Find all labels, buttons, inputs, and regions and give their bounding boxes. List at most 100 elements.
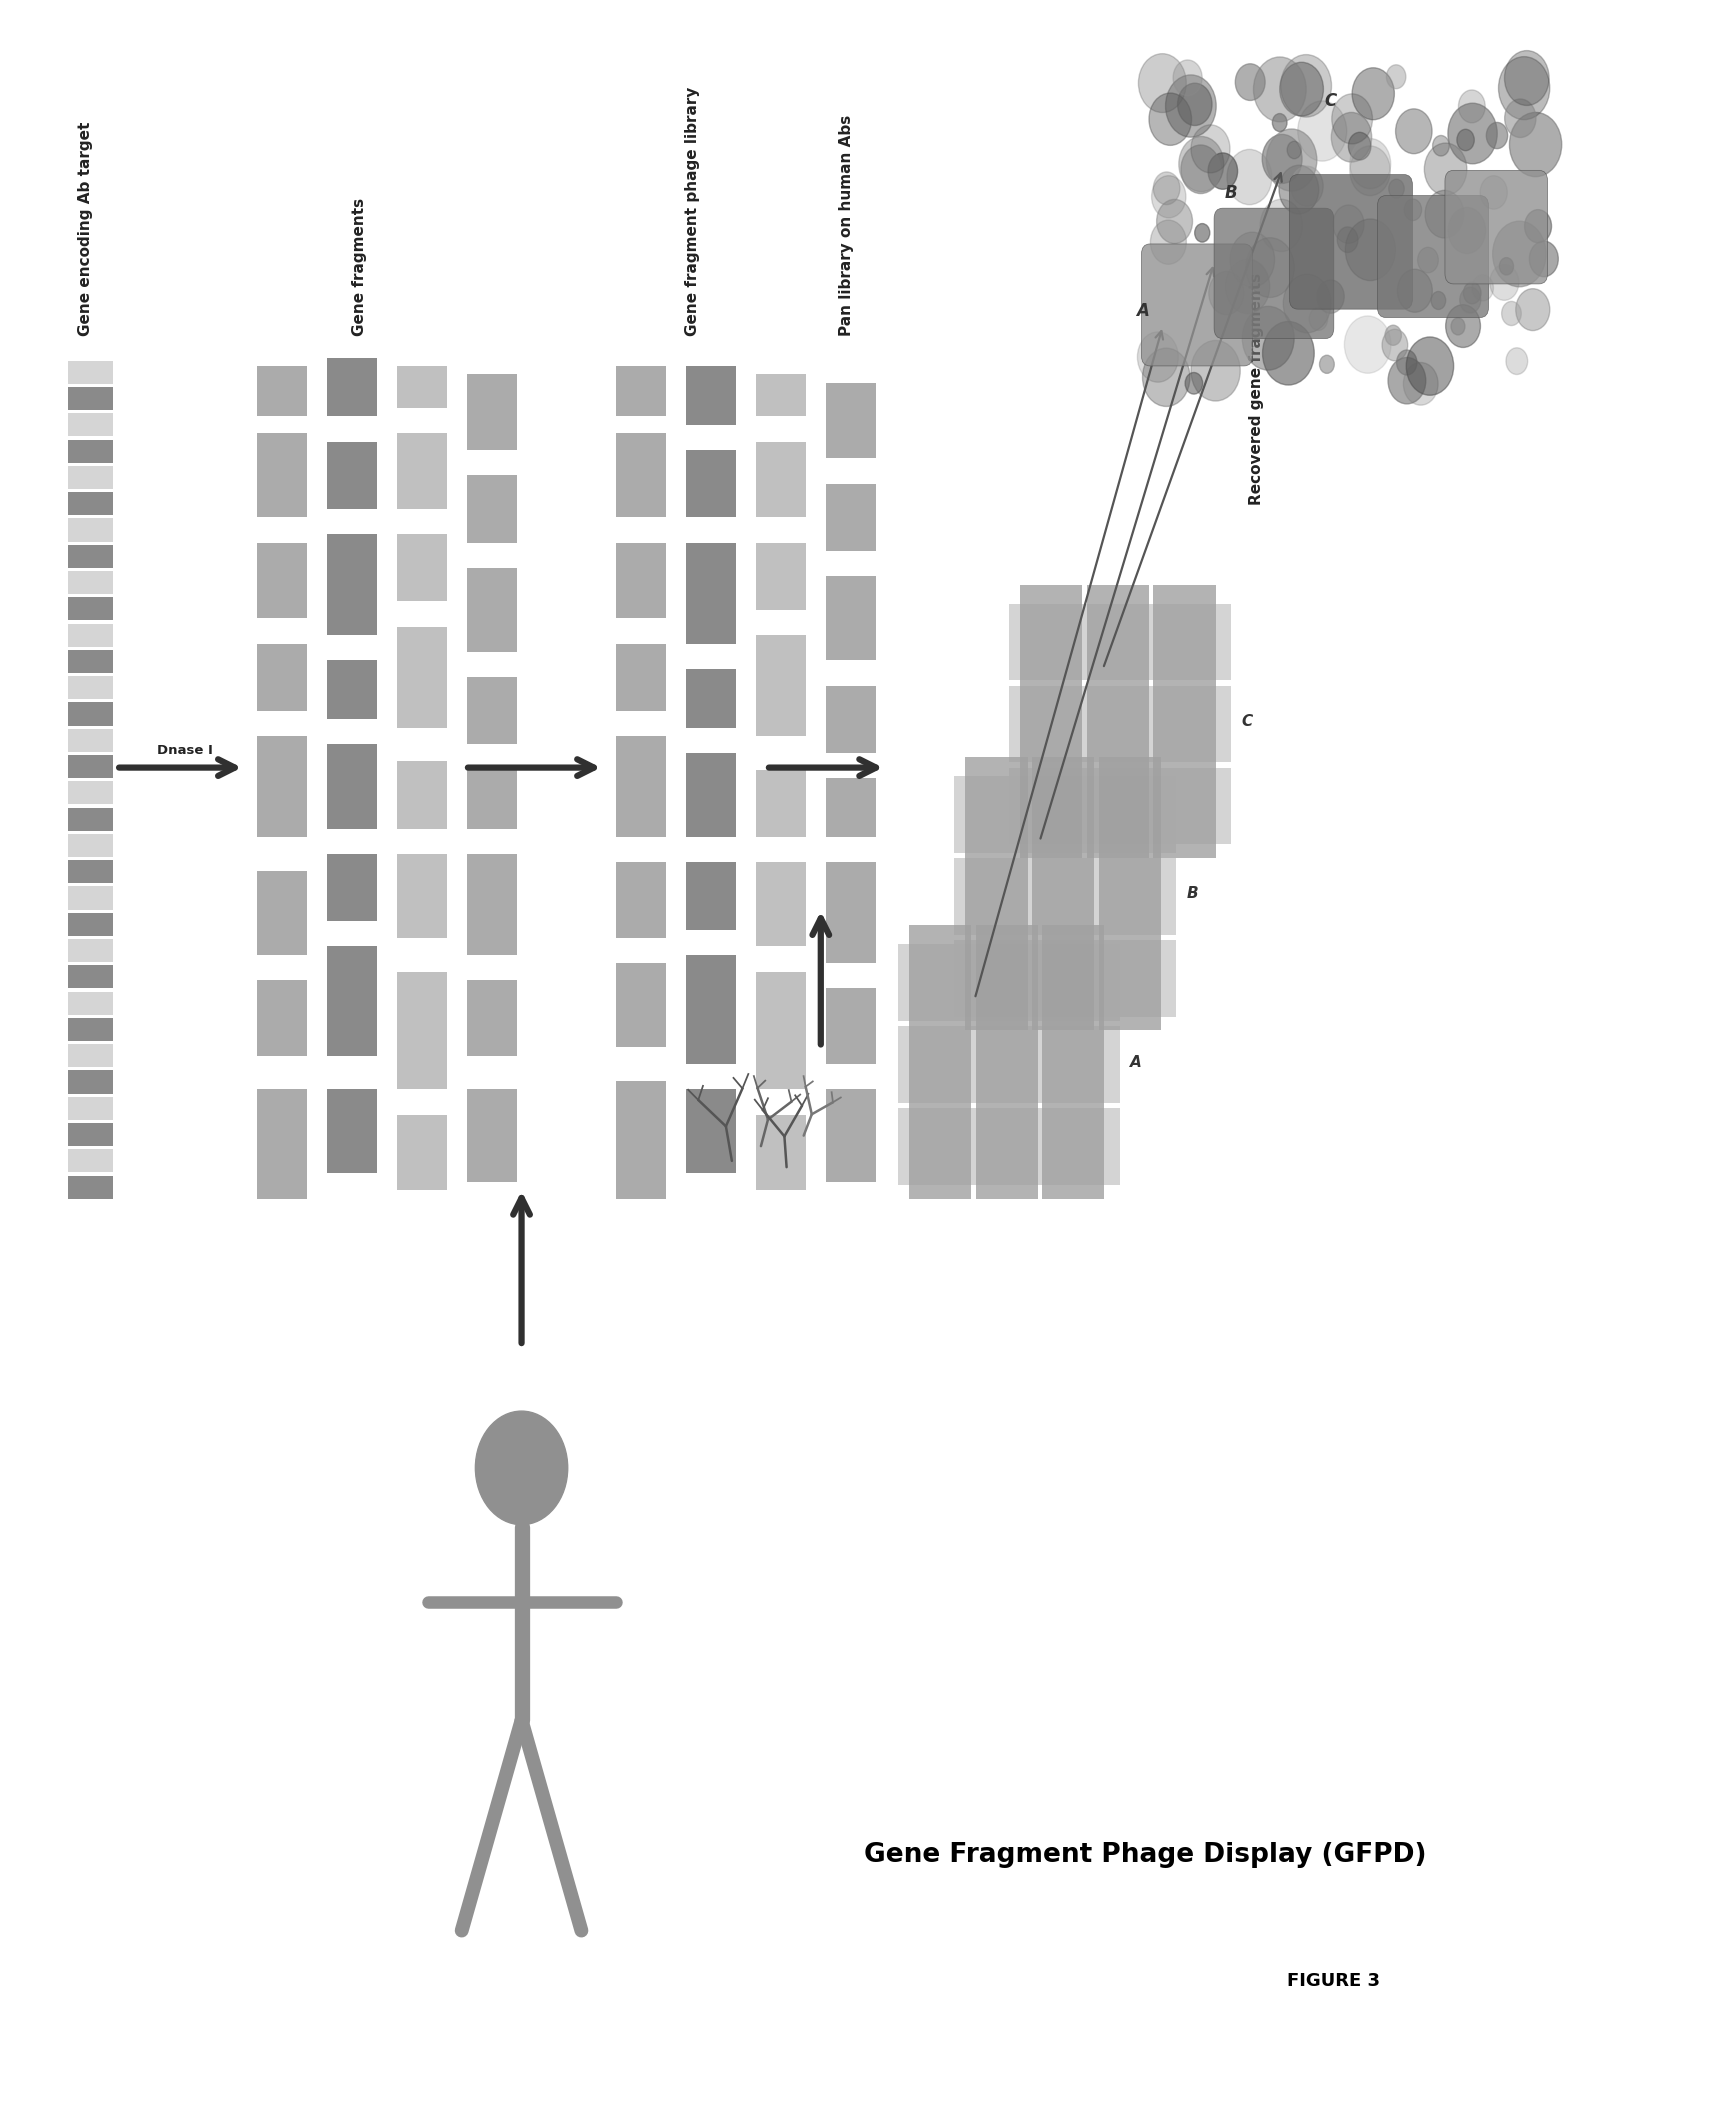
Bar: [756, 442, 805, 517]
Circle shape: [1178, 84, 1212, 126]
Circle shape: [1344, 315, 1390, 372]
Bar: [1153, 585, 1216, 858]
Circle shape: [1298, 101, 1347, 162]
Bar: [68, 597, 113, 620]
Circle shape: [1382, 330, 1407, 362]
Text: A: A: [1135, 303, 1149, 320]
Bar: [467, 770, 516, 829]
Circle shape: [1267, 128, 1317, 191]
Circle shape: [1166, 76, 1216, 137]
Circle shape: [1317, 280, 1344, 313]
Bar: [68, 465, 113, 488]
Circle shape: [1395, 109, 1431, 154]
Bar: [68, 965, 113, 988]
Bar: [397, 534, 446, 601]
Bar: [256, 736, 306, 837]
Circle shape: [1332, 204, 1365, 244]
Bar: [68, 1045, 113, 1068]
Circle shape: [1457, 128, 1474, 151]
Circle shape: [1185, 372, 1202, 393]
Circle shape: [1272, 114, 1288, 132]
Bar: [327, 744, 376, 829]
Bar: [256, 871, 306, 955]
Bar: [686, 366, 735, 425]
Bar: [68, 517, 113, 540]
Circle shape: [1332, 111, 1371, 162]
Circle shape: [1404, 362, 1438, 406]
Bar: [756, 972, 805, 1089]
Bar: [327, 946, 376, 1056]
Circle shape: [1515, 288, 1549, 330]
Circle shape: [1139, 55, 1187, 114]
Circle shape: [1291, 166, 1324, 206]
Circle shape: [1228, 149, 1272, 204]
Circle shape: [1346, 219, 1395, 280]
Bar: [256, 366, 306, 416]
Circle shape: [1389, 358, 1426, 404]
Bar: [616, 963, 665, 1047]
Bar: [68, 360, 113, 383]
Bar: [397, 627, 446, 728]
FancyBboxPatch shape: [1445, 170, 1548, 284]
Circle shape: [1262, 322, 1315, 385]
Bar: [1098, 757, 1161, 1030]
Bar: [397, 433, 446, 509]
Bar: [68, 650, 113, 673]
Circle shape: [1281, 55, 1332, 118]
Circle shape: [1525, 210, 1551, 242]
Circle shape: [1279, 63, 1324, 116]
Circle shape: [1459, 90, 1486, 122]
Circle shape: [1406, 336, 1454, 395]
Circle shape: [1505, 99, 1536, 137]
Circle shape: [1385, 326, 1402, 345]
Bar: [954, 776, 1176, 854]
Bar: [954, 940, 1176, 1018]
Circle shape: [1279, 166, 1318, 215]
Bar: [68, 755, 113, 778]
Bar: [68, 440, 113, 463]
Circle shape: [1452, 318, 1465, 334]
Bar: [68, 833, 113, 856]
Bar: [397, 366, 446, 408]
Bar: [826, 576, 876, 660]
Circle shape: [1424, 143, 1467, 196]
Bar: [1009, 768, 1231, 845]
Circle shape: [1229, 231, 1274, 288]
Bar: [1009, 686, 1231, 763]
Text: Gene fragments: Gene fragments: [352, 198, 366, 336]
Bar: [1009, 604, 1231, 681]
Bar: [467, 1089, 516, 1182]
Bar: [616, 644, 665, 711]
Bar: [397, 761, 446, 829]
Circle shape: [1320, 355, 1334, 374]
Circle shape: [1253, 57, 1306, 122]
Bar: [686, 1089, 735, 1173]
Bar: [756, 543, 805, 610]
Circle shape: [1151, 221, 1187, 265]
Circle shape: [1207, 154, 1238, 189]
Text: Recovered gene fragments: Recovered gene fragments: [1250, 273, 1264, 505]
Bar: [68, 808, 113, 831]
Bar: [686, 669, 735, 728]
Circle shape: [1389, 179, 1404, 198]
Bar: [68, 780, 113, 803]
Bar: [898, 1108, 1120, 1184]
Bar: [616, 433, 665, 517]
Circle shape: [1349, 145, 1390, 196]
FancyBboxPatch shape: [1378, 196, 1488, 318]
Circle shape: [1387, 65, 1406, 88]
Circle shape: [1195, 223, 1209, 242]
Bar: [826, 686, 876, 753]
Bar: [826, 778, 876, 837]
Bar: [756, 862, 805, 946]
Circle shape: [1156, 200, 1192, 244]
Circle shape: [1498, 57, 1549, 120]
Bar: [68, 991, 113, 1014]
Bar: [68, 545, 113, 568]
Bar: [1019, 585, 1082, 858]
Bar: [616, 1081, 665, 1199]
Circle shape: [1178, 137, 1224, 191]
Bar: [1088, 585, 1149, 858]
Circle shape: [1137, 332, 1178, 383]
Bar: [68, 675, 113, 698]
